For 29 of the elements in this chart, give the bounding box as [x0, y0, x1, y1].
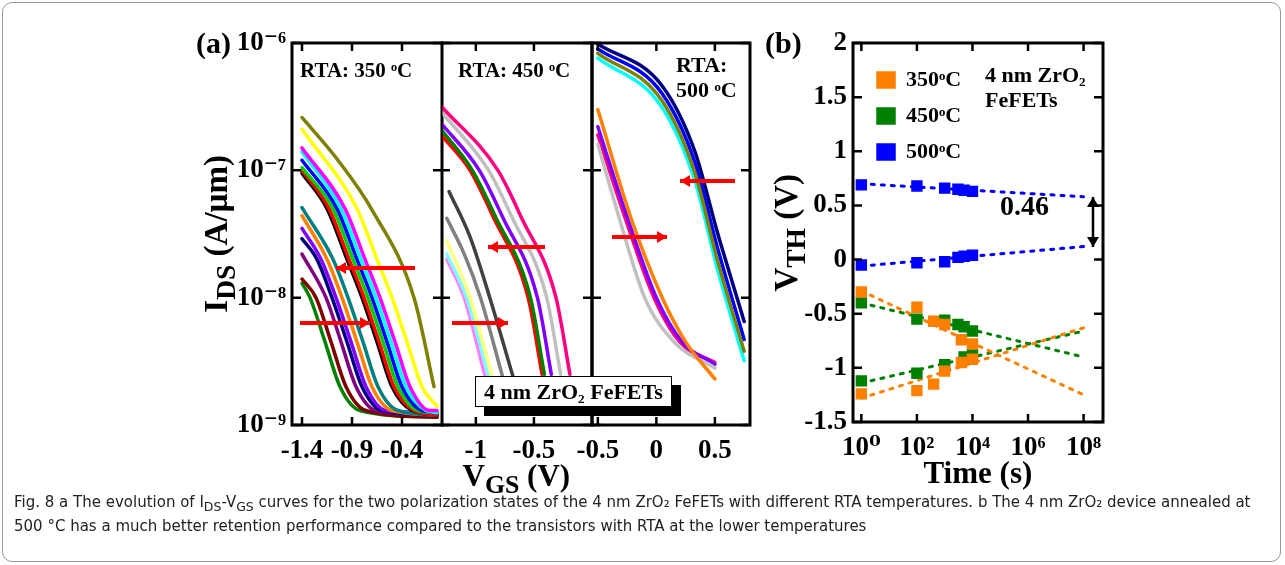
- annotation: 0.46: [1000, 190, 1049, 223]
- y-tick-label: 10⁻⁸: [236, 280, 286, 311]
- x-tick-label: 10⁸: [1066, 431, 1102, 462]
- x-tick-label: 0: [649, 434, 664, 465]
- x-tick-label: -0.5: [512, 434, 556, 465]
- annotation: 4 nm ZrO₂ FeFETs: [985, 62, 1087, 113]
- y-tick-label: 0: [833, 242, 847, 273]
- text: (a): [196, 26, 231, 61]
- y-tick-label: 1: [833, 134, 847, 165]
- y-tick-label: 10⁻⁶: [236, 25, 286, 56]
- y-tick-label: 0.5: [813, 188, 847, 219]
- y-tick-label: 10⁻⁷: [236, 153, 286, 184]
- text: (b): [765, 26, 802, 61]
- x-tick-label: -0.5: [576, 434, 620, 465]
- x-tick-label: 0.5: [698, 434, 732, 465]
- legend-label: 350ᵒC: [906, 65, 962, 91]
- x-tick-label: -1: [464, 434, 488, 465]
- annotation: 4 nm ZrO₂ FeFETs: [475, 376, 672, 408]
- annotation: RTA: 450 ᵒC: [458, 58, 571, 83]
- annotation: RTA: 350 ᵒC: [300, 58, 413, 83]
- annotation: RTA: 500 ᵒC: [676, 52, 738, 103]
- y-tick-label: -0.5: [804, 296, 847, 327]
- legend-label: 500ᵒC: [906, 137, 962, 163]
- x-tick-label: -0.4: [380, 434, 424, 465]
- y-tick-label: 2: [833, 25, 847, 56]
- y-tick-label: 1.5: [813, 80, 847, 111]
- x-tick-label: -0.9: [330, 434, 374, 465]
- legend-label: 450ᵒC: [906, 101, 962, 127]
- y-tick-label: -1: [824, 350, 847, 381]
